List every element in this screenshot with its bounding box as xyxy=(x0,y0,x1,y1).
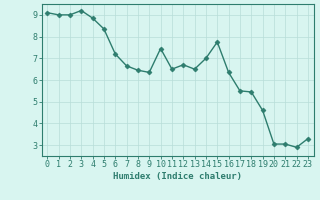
X-axis label: Humidex (Indice chaleur): Humidex (Indice chaleur) xyxy=(113,172,242,181)
